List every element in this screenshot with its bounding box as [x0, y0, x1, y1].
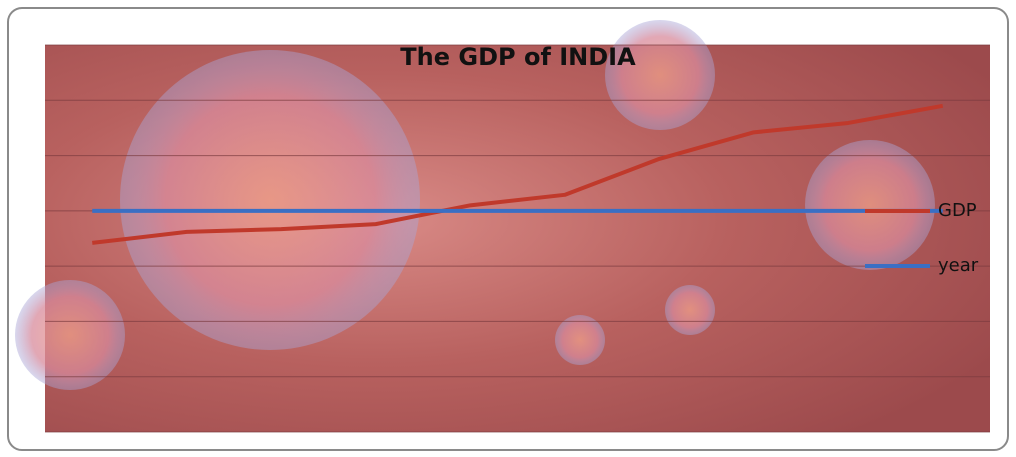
- series-line: [92, 103, 944, 245]
- legend-label: year: [938, 255, 979, 276]
- legend-label: GDP: [938, 200, 977, 221]
- chart-title: The GDP of INDIA: [400, 43, 636, 71]
- virus-decoration: [15, 20, 935, 390]
